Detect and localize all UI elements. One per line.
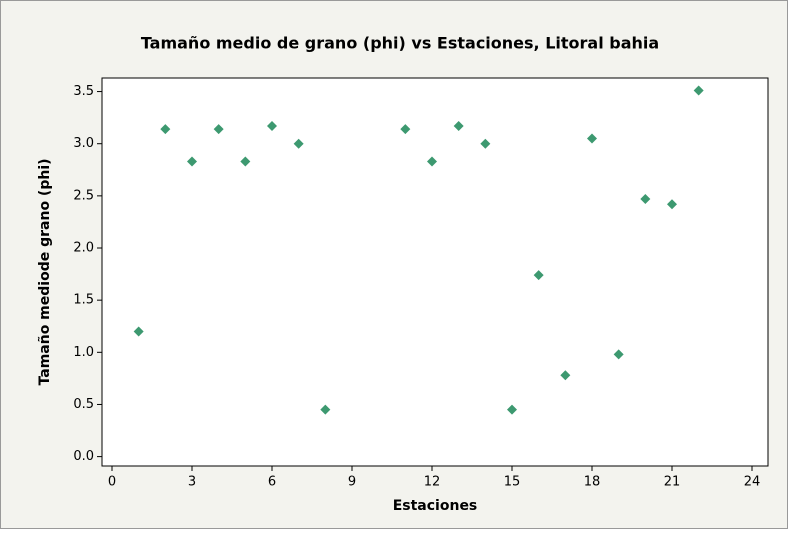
plot-area: [101, 77, 769, 467]
y-tick-label: 3.0: [73, 136, 94, 151]
point: [320, 404, 331, 415]
y-tick-label: 0.5: [73, 397, 94, 412]
point: [267, 120, 277, 131]
y-tick-label: 0.0: [73, 449, 94, 464]
point: [240, 156, 251, 167]
point: [587, 133, 597, 144]
x-tick-label: 6: [268, 475, 276, 490]
point: [667, 199, 677, 210]
point: [560, 370, 571, 381]
point: [213, 124, 224, 135]
point: [187, 156, 197, 167]
point: [533, 270, 544, 281]
y-tick-label: 3.5: [73, 84, 94, 99]
point: [160, 124, 171, 135]
y-tick-label: 1.0: [73, 345, 94, 360]
point: [480, 138, 491, 149]
point: [453, 120, 464, 131]
y-tick-label: 2.5: [73, 188, 94, 203]
y-axis-label: Tamaño mediode grano (phi): [37, 158, 53, 385]
x-tick-label: 18: [584, 475, 601, 490]
x-tick-label: 0: [108, 475, 116, 490]
x-tick-label: 3: [188, 475, 196, 490]
x-tick-label: 15: [504, 475, 521, 490]
point: [427, 156, 437, 167]
point: [133, 326, 144, 337]
y-tick-label: 1.5: [73, 293, 94, 308]
x-tick-label: 21: [664, 475, 681, 490]
x-axis-label: Estaciones: [393, 498, 478, 514]
point: [640, 193, 651, 204]
point: [693, 85, 704, 96]
point: [400, 124, 411, 135]
point: [507, 404, 517, 415]
chart-title: Tamaño medio de grano (phi) vs Estacione…: [141, 34, 659, 53]
y-tick-label: 2.0: [73, 241, 94, 256]
point: [613, 349, 624, 360]
x-tick-label: 9: [348, 475, 356, 490]
x-tick-label: 12: [424, 475, 441, 490]
x-tick-label: 24: [744, 475, 761, 490]
point: [293, 138, 304, 149]
